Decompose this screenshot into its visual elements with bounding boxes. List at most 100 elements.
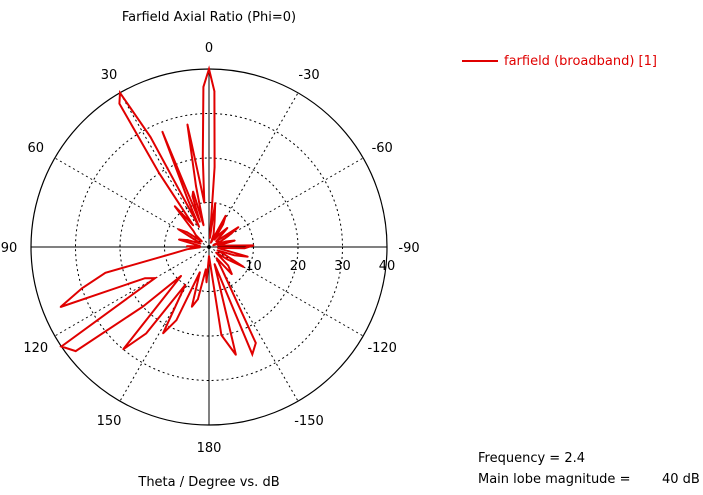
data-point — [247, 255, 249, 258]
angle-tick-label: 30 — [101, 68, 118, 83]
angle-tick-label: 150 — [97, 414, 122, 429]
data-point — [234, 239, 236, 242]
data-point — [186, 231, 188, 233]
data-point — [199, 242, 202, 245]
data-point — [178, 238, 180, 241]
data-point — [196, 240, 198, 242]
data-point — [220, 240, 222, 242]
data-point — [227, 264, 229, 267]
data-point — [215, 240, 217, 243]
data-point — [213, 166, 216, 168]
data-point — [199, 246, 201, 249]
data-point — [186, 248, 188, 251]
data-point — [202, 224, 205, 227]
data-point — [119, 92, 121, 94]
data-point — [242, 266, 245, 268]
data-point — [198, 180, 201, 182]
data-point — [173, 205, 176, 207]
data-point — [203, 201, 206, 204]
data-point — [233, 254, 236, 257]
data-point — [252, 244, 255, 247]
data-point — [81, 287, 83, 290]
data-point — [197, 298, 199, 301]
data-point — [209, 237, 211, 239]
data-point — [217, 244, 219, 247]
data-point — [215, 251, 217, 254]
frequency-readout: Frequency = 2.4 — [478, 451, 585, 466]
radial-tick-label: 10 — [245, 259, 262, 274]
data-point — [235, 354, 237, 356]
data-point — [191, 306, 193, 308]
angle-tick-label: 0 — [205, 41, 213, 56]
data-point — [213, 239, 215, 241]
data-point — [218, 237, 220, 239]
data-point — [205, 268, 207, 270]
data-point — [231, 273, 233, 276]
data-point — [237, 226, 240, 228]
data-point — [192, 190, 194, 193]
data-point — [154, 277, 156, 279]
data-point — [208, 68, 210, 70]
data-point — [215, 257, 218, 259]
angle-tick-label: -150 — [294, 414, 324, 429]
data-point — [212, 244, 214, 247]
x-axis-label: Theta / Degree vs. dB — [137, 475, 279, 490]
radial-tick-label: 40 — [379, 259, 396, 274]
data-point — [162, 332, 164, 335]
data-point — [243, 247, 246, 249]
data-point — [199, 245, 201, 247]
data-point — [221, 269, 224, 271]
data-point — [175, 319, 178, 322]
data-point — [199, 271, 201, 273]
data-point — [202, 157, 204, 159]
data-point — [210, 242, 212, 244]
data-point — [199, 221, 201, 223]
legend-line-swatch — [462, 60, 498, 62]
data-point — [214, 202, 216, 204]
data-point — [213, 263, 216, 265]
data-point — [219, 232, 222, 235]
data-point — [186, 245, 188, 247]
data-point — [226, 227, 229, 229]
polar-grid — [30, 68, 388, 426]
data-point — [192, 230, 195, 232]
data-point — [60, 345, 63, 348]
angle-tick-label: -60 — [372, 141, 393, 156]
angle-tick-label: -120 — [367, 341, 397, 356]
data-point — [213, 229, 215, 231]
data-point — [180, 275, 182, 277]
data-point — [227, 235, 230, 237]
data-point — [195, 243, 197, 246]
data-point — [224, 254, 226, 256]
data-point — [251, 353, 254, 356]
data-point — [220, 334, 223, 336]
data-point — [186, 123, 189, 126]
data-point — [212, 233, 215, 236]
data-point — [144, 277, 146, 280]
data-point — [195, 234, 197, 236]
data-point — [161, 130, 164, 133]
data-point — [142, 305, 144, 308]
angle-tick-label: -90 — [398, 241, 419, 256]
data-point — [226, 258, 229, 261]
data-point — [192, 224, 195, 227]
angle-tick-label: 90 — [1, 241, 18, 256]
data-point — [59, 306, 62, 308]
data-point — [158, 172, 160, 174]
grid-spoke — [119, 92, 210, 248]
data-point — [198, 226, 200, 228]
data-point — [195, 185, 197, 187]
data-point — [221, 248, 223, 251]
data-point — [104, 272, 107, 274]
data-point — [145, 332, 147, 335]
angle-tick-label: 180 — [197, 441, 222, 456]
data-point — [213, 90, 216, 93]
legend-series-label: farfield (broadband) [1] — [504, 53, 657, 69]
data-point — [191, 195, 194, 197]
data-point — [217, 247, 219, 249]
radial-tick-label: 30 — [334, 259, 351, 274]
data-point — [216, 249, 219, 252]
data-point — [224, 214, 227, 217]
